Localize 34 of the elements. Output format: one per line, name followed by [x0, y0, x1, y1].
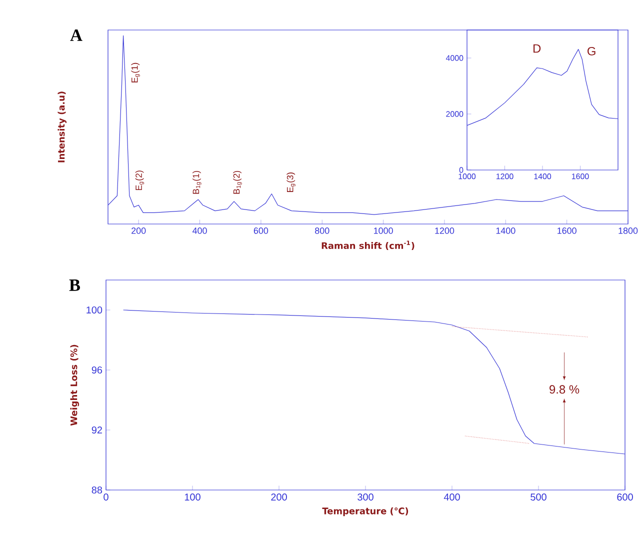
x-tick-label: 400 [444, 494, 460, 501]
x-tick-label: 200 [271, 494, 287, 501]
annotation: 9.8 % [550, 385, 580, 394]
chart-title: B [69, 280, 80, 291]
x-tick-label: 100 [184, 494, 200, 501]
x-axis-title: Temperature (℃) [322, 507, 408, 516]
y-tick-label: 88 [92, 486, 102, 494]
x-tick-label: 0 [104, 494, 108, 501]
y-tick-label: 100 [86, 306, 102, 314]
x-axis-title: Raman shift (cm$^{-1}$) [322, 240, 414, 250]
annotation: E$_{g}$(3) [286, 172, 296, 192]
annotation: E$_{g}$(2) [135, 170, 144, 190]
x-tick-label: 1800 [618, 228, 638, 234]
annotation: E$_{g}$(1) [131, 62, 140, 82]
x-tick-label: 1400 [496, 228, 516, 234]
x-tick-label: 200 [132, 228, 146, 234]
chart-title: A [70, 30, 82, 41]
y-axis-title: Intensity (a.u) [58, 92, 66, 162]
y-tick-label: 92 [92, 426, 102, 434]
x-tick-label: 600 [254, 228, 268, 234]
x-tick-label: 1000 [374, 228, 393, 234]
y-axis-title: Weight Loss (%) [70, 344, 80, 426]
x-tick-label: 1600 [558, 228, 576, 234]
annotation: D [534, 44, 541, 53]
y-tick-label: 96 [92, 366, 102, 374]
annotation: G [588, 46, 596, 56]
x-tick-label: 800 [315, 228, 330, 234]
x-tick-label: 500 [530, 494, 546, 501]
x-tick-label: 300 [358, 494, 374, 501]
x-tick-label: 400 [192, 228, 207, 234]
x-tick-label: 600 [617, 494, 633, 501]
x-tick-label: 1200 [435, 228, 454, 234]
annotation: B$_{1g}$(2) [233, 170, 242, 194]
annotation: B$_{1g}$(1) [192, 170, 202, 194]
